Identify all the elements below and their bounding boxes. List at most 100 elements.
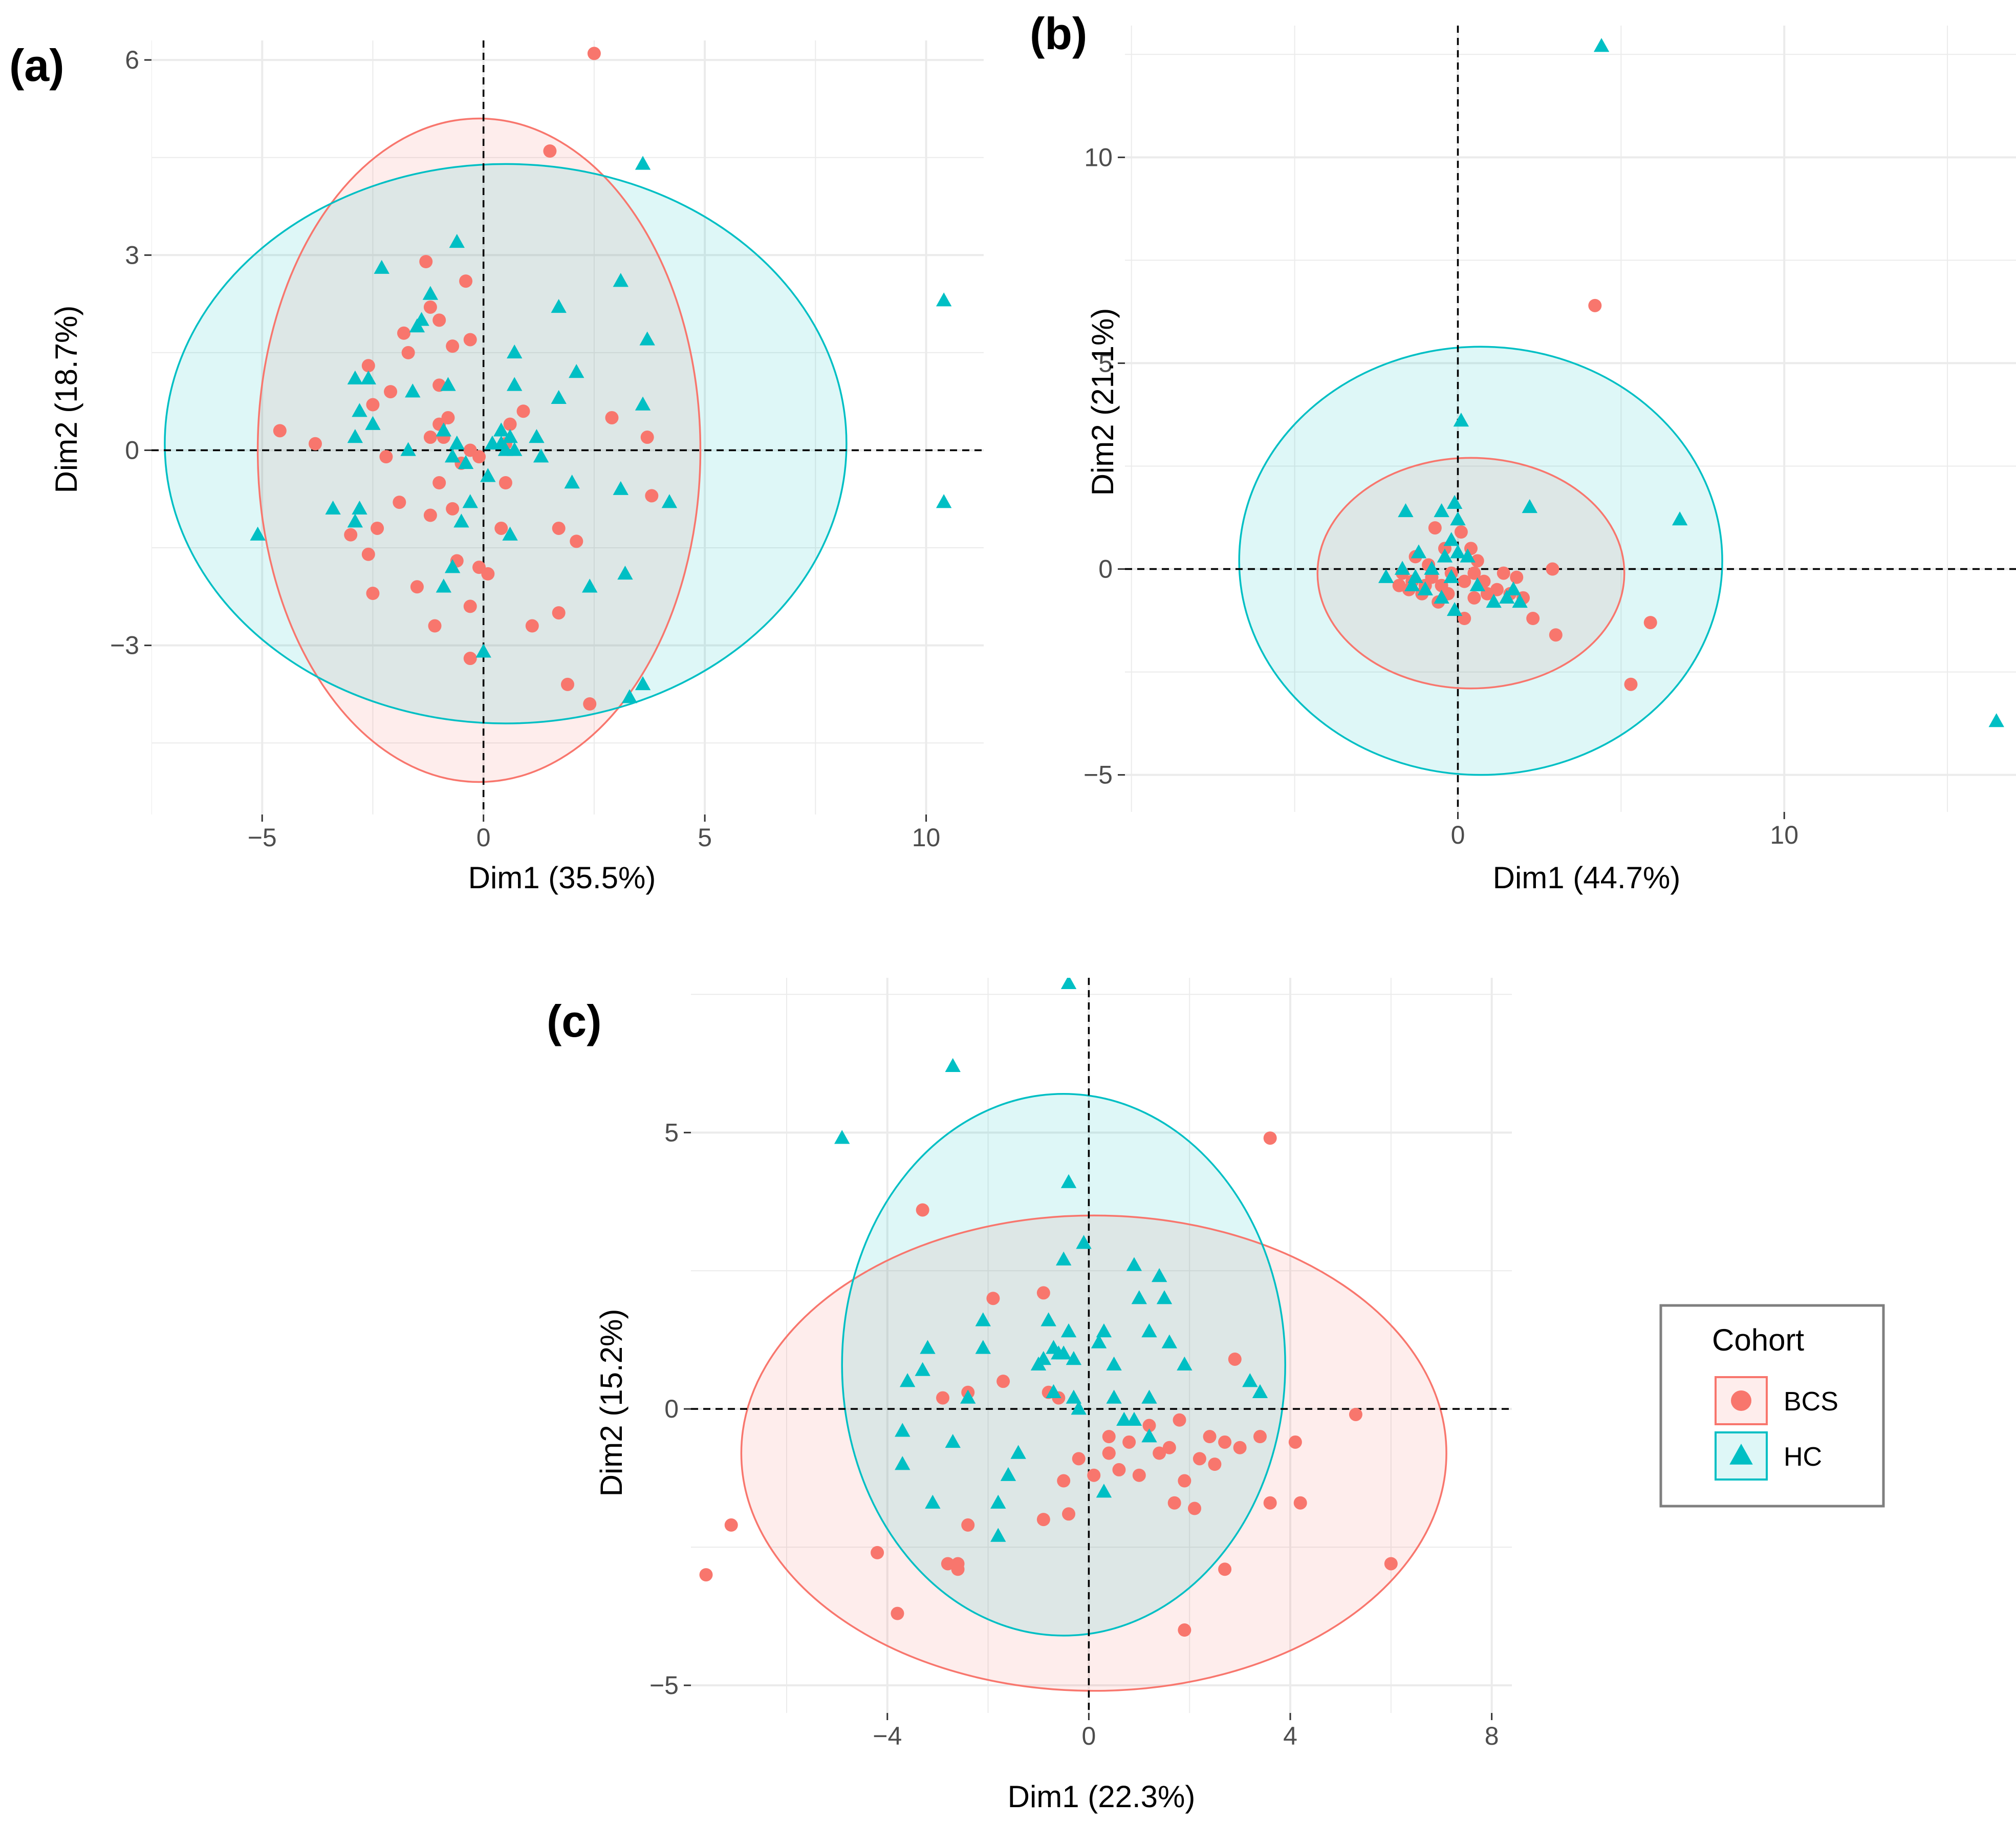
- hc-point: [569, 364, 584, 378]
- bcs-point: [1102, 1446, 1116, 1460]
- legend-symbol-triangle: [1729, 1444, 1753, 1465]
- bcs-point: [605, 411, 619, 424]
- bcs-point: [1167, 1496, 1181, 1510]
- bcs-point: [1122, 1435, 1136, 1449]
- bcs-point: [1188, 1502, 1202, 1515]
- bcs-point: [561, 677, 574, 691]
- bcs-point: [640, 431, 654, 444]
- hc-point: [444, 559, 461, 573]
- bcs-point: [1132, 1468, 1146, 1482]
- hc-point: [639, 331, 655, 346]
- bcs-point: [961, 1518, 975, 1532]
- hc-point: [462, 494, 478, 508]
- hc-point: [1512, 593, 1528, 608]
- hc-point: [507, 377, 523, 391]
- bcs-point: [1467, 591, 1481, 605]
- bcs-point: [570, 534, 583, 548]
- hc-point: [1126, 1257, 1142, 1271]
- bcs-point: [472, 450, 486, 464]
- hc-point: [1988, 713, 2004, 727]
- bcs-point: [645, 489, 659, 503]
- bcs-point: [891, 1606, 904, 1620]
- hc-point: [480, 468, 496, 482]
- hc-point: [458, 455, 474, 469]
- bcs-point: [446, 339, 460, 353]
- hc-point: [1106, 1389, 1122, 1404]
- panel-b: 0 10 −5 0 5 10 Dim1 (44.7%) Dim2 (21.1%) (b): [1030, 8, 2016, 895]
- hc-point: [533, 448, 549, 463]
- y-tick-label: 0: [664, 1395, 679, 1423]
- hc-point: [1522, 499, 1537, 513]
- hc-point: [551, 298, 567, 313]
- hc-point: [1242, 1373, 1258, 1387]
- bcs-point: [361, 547, 375, 561]
- bcs-point: [379, 450, 393, 464]
- panel-label: (c): [547, 996, 602, 1046]
- bcs-point: [393, 496, 406, 509]
- bcs-point: [587, 47, 601, 60]
- hc-point: [635, 156, 651, 170]
- hc-point: [1091, 1334, 1107, 1348]
- y-axis-title: Dim2 (15.2%): [594, 1309, 628, 1497]
- legend: Cohort BCS HC: [1659, 1304, 1885, 1508]
- hc-point: [1010, 1445, 1026, 1459]
- hc-point: [1131, 1290, 1147, 1304]
- bcs-point: [309, 437, 322, 451]
- hc-point: [1096, 1484, 1112, 1498]
- legend-label-bcs: BCS: [1784, 1387, 1838, 1417]
- hc-point: [449, 435, 465, 449]
- bcs-point: [463, 652, 477, 666]
- hc-point: [507, 344, 523, 359]
- bcs-point: [941, 1557, 955, 1571]
- bcs-point: [384, 385, 398, 399]
- bcs-point: [1497, 566, 1510, 580]
- hc-point: [635, 396, 651, 411]
- hc-point: [1486, 593, 1502, 608]
- hc-point: [1000, 1467, 1016, 1481]
- y-axis-title: Dim2 (21.1%): [1086, 308, 1120, 496]
- hc-point: [352, 403, 367, 417]
- hc-point: [920, 1340, 936, 1354]
- plot-area: [1125, 26, 2016, 812]
- bcs-point: [498, 476, 512, 489]
- confidence-ellipse-outline-hc: [841, 1092, 1286, 1637]
- y-tick-label: −3: [110, 631, 139, 660]
- hc-point: [360, 370, 376, 384]
- y-tick-label: −5: [649, 1671, 679, 1700]
- hc-point: [1060, 978, 1077, 989]
- hc-point: [529, 429, 545, 443]
- x-tick-label: 8: [1485, 1722, 1499, 1750]
- hc-point: [1076, 1235, 1092, 1249]
- hc-point: [1434, 589, 1449, 604]
- bcs-point: [1526, 612, 1540, 626]
- confidence-ellipse-outline-hc: [1238, 346, 1723, 776]
- hc-point: [1450, 544, 1466, 559]
- plot-area: [691, 978, 1512, 1713]
- hc-point: [975, 1312, 991, 1326]
- x-tick-label: 10: [1770, 821, 1798, 849]
- bcs-point: [1467, 566, 1481, 580]
- hc-point: [1106, 1356, 1122, 1370]
- y-tick-label: 5: [1098, 349, 1113, 377]
- confidence-ellipse-outline-hc: [164, 163, 848, 724]
- hc-point: [1141, 1389, 1157, 1404]
- hc-point: [1469, 577, 1485, 591]
- hc-point: [405, 383, 421, 398]
- hc-point: [484, 435, 501, 449]
- hc-point: [1453, 413, 1469, 427]
- hc-point: [834, 1130, 850, 1144]
- panel-label: (a): [9, 40, 64, 91]
- hc-point: [1252, 1384, 1268, 1398]
- hc-point: [915, 1362, 930, 1376]
- bcs-point: [361, 359, 375, 373]
- bcs-point: [552, 606, 566, 620]
- legend-label-hc: HC: [1784, 1442, 1822, 1472]
- y-tick-label: 6: [125, 46, 139, 74]
- bcs-point: [1549, 628, 1563, 642]
- bcs-point: [459, 274, 473, 288]
- y-tick-label: 3: [125, 241, 139, 269]
- hc-point: [613, 273, 628, 287]
- hc-point: [502, 526, 518, 541]
- y-axis-title: Dim2 (18.7%): [49, 306, 83, 494]
- confidence-ellipse-fill-bcs: [741, 1215, 1447, 1691]
